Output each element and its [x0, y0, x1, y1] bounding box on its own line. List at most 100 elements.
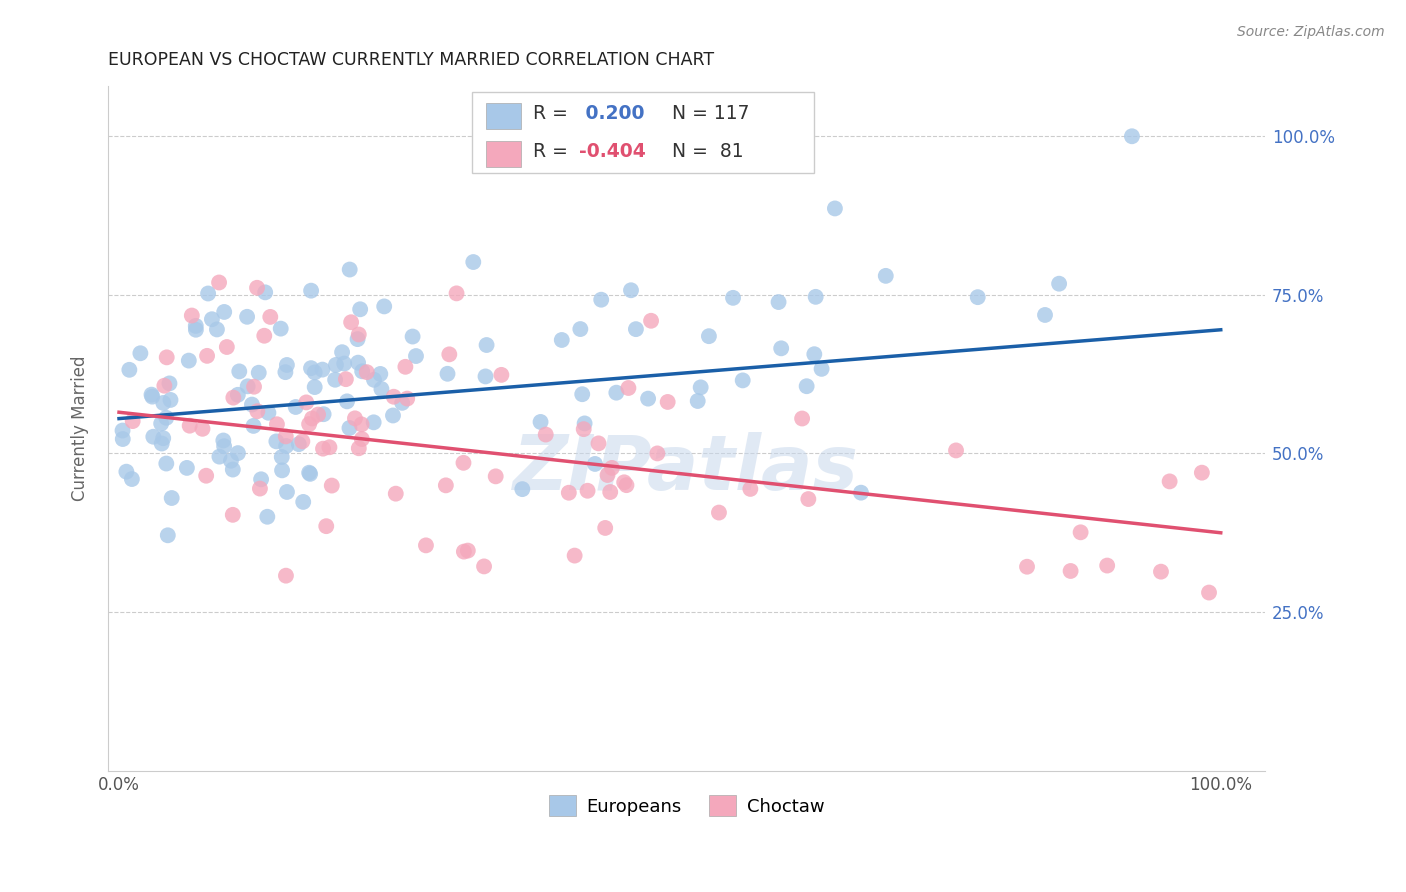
Point [600, 461, 623, 475]
Point [453, 544, 475, 558]
Point [274, 429, 297, 443]
Point [770, 342, 793, 356]
Point [731, 373, 754, 387]
Point [966, 290, 988, 304]
Point [824, 202, 846, 216]
Point [382, 390, 405, 404]
Point [613, 475, 636, 490]
Point [576, 483, 599, 498]
Point [534, 427, 557, 442]
Point [551, 333, 574, 347]
Point [184, 318, 207, 333]
Point [1015, 559, 1038, 574]
Text: ZIPatlas: ZIPatlas [513, 433, 859, 507]
Point [180, 309, 202, 323]
Point [299, 361, 322, 376]
Point [141, 387, 163, 401]
Point [384, 486, 406, 500]
Point [599, 485, 621, 500]
Point [240, 398, 263, 412]
Point [118, 363, 141, 377]
Point [797, 491, 820, 506]
Point [1070, 525, 1092, 540]
Point [574, 417, 596, 431]
Point [472, 559, 495, 574]
Point [179, 418, 201, 433]
Point [335, 372, 357, 386]
Point [259, 310, 281, 324]
Point [1150, 565, 1173, 579]
Point [474, 369, 496, 384]
Point [343, 411, 366, 425]
Point [311, 362, 333, 376]
Point [689, 380, 711, 394]
Point [457, 543, 479, 558]
Point [253, 328, 276, 343]
Point [439, 347, 461, 361]
Point [197, 286, 219, 301]
Point [647, 446, 669, 460]
Point [284, 400, 307, 414]
Point [142, 430, 165, 444]
Point [686, 394, 709, 409]
Point [620, 283, 643, 297]
Point [347, 327, 370, 342]
Point [312, 442, 335, 456]
Point [591, 293, 613, 307]
Point [875, 268, 897, 283]
Point [616, 478, 638, 492]
Point [212, 439, 235, 453]
Point [810, 362, 832, 376]
FancyBboxPatch shape [472, 93, 814, 173]
Point [796, 379, 818, 393]
Point [243, 380, 266, 394]
Point [212, 305, 235, 319]
Point [295, 395, 318, 409]
Point [405, 349, 427, 363]
Point [111, 432, 134, 446]
Point [159, 376, 181, 391]
Point [1059, 564, 1081, 578]
Point [945, 443, 967, 458]
Point [212, 434, 235, 448]
Y-axis label: Currently Married: Currently Married [72, 355, 89, 500]
Point [208, 450, 231, 464]
Point [270, 321, 292, 335]
Point [1121, 129, 1143, 144]
Point [617, 381, 640, 395]
Point [363, 373, 385, 387]
Point [291, 434, 314, 449]
Point [249, 482, 271, 496]
Point [301, 411, 323, 425]
Point [446, 286, 468, 301]
Point [201, 312, 224, 326]
Point [222, 508, 245, 522]
Point [215, 340, 238, 354]
Point [156, 351, 179, 365]
Text: Source: ZipAtlas.com: Source: ZipAtlas.com [1237, 25, 1385, 39]
Point [475, 338, 498, 352]
Point [394, 359, 416, 374]
FancyBboxPatch shape [486, 103, 522, 128]
Point [153, 378, 176, 392]
Point [155, 410, 177, 425]
Point [226, 446, 249, 460]
Point [529, 415, 551, 429]
Point [315, 519, 337, 533]
Point [803, 347, 825, 361]
Point [129, 346, 152, 360]
Point [624, 322, 647, 336]
Point [350, 432, 373, 446]
Point [266, 434, 288, 449]
Point [339, 262, 361, 277]
Point [363, 415, 385, 429]
Point [463, 255, 485, 269]
Point [250, 472, 273, 486]
Point [177, 353, 200, 368]
Point [330, 345, 353, 359]
Point [288, 437, 311, 451]
Point [304, 380, 326, 394]
Point [596, 468, 619, 483]
Point [276, 439, 298, 453]
Point [121, 414, 143, 428]
